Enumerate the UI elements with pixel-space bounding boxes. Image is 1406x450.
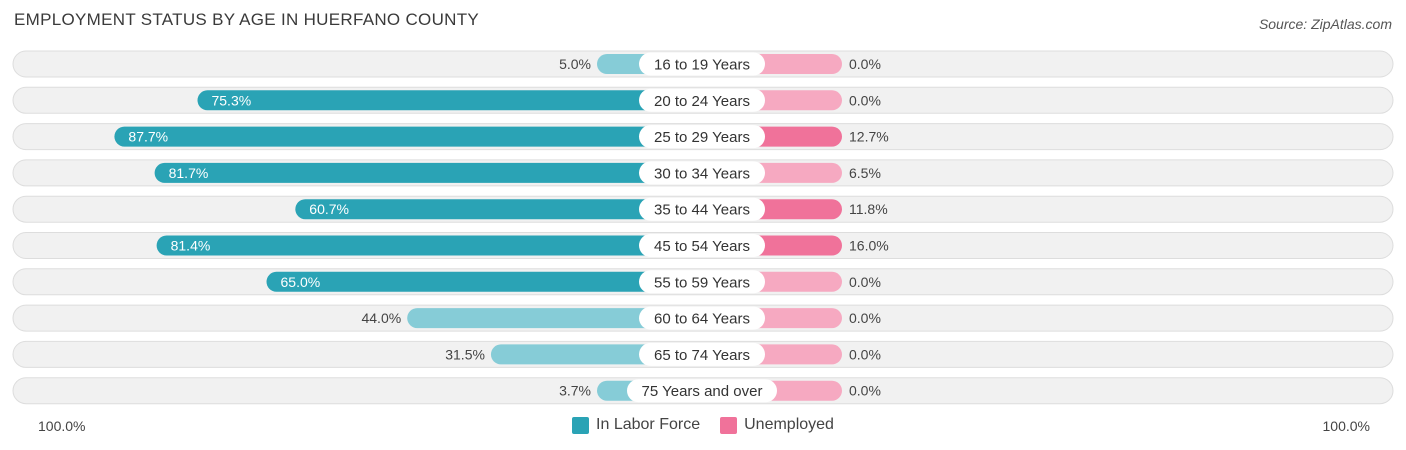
category-label: 25 to 29 Years bbox=[654, 129, 750, 146]
legend-label-labor: In Labor Force bbox=[596, 416, 701, 433]
category-label: 65 to 74 Years bbox=[654, 347, 750, 364]
labor-force-bar bbox=[295, 199, 702, 220]
category-label-bg bbox=[639, 306, 765, 330]
source-label: Source: ZipAtlas.com bbox=[1258, 16, 1392, 32]
labor-value-label: 31.5% bbox=[445, 346, 485, 362]
category-label-bg bbox=[627, 379, 777, 403]
bar-chart: 16 to 19 Years 5.0% 0.0% 20 to 24 Years 75.3… bbox=[12, 50, 1394, 405]
legend-swatch-labor bbox=[572, 416, 590, 434]
category-label: 30 to 34 Years bbox=[654, 165, 750, 182]
category-label: 45 to 54 Years bbox=[654, 238, 750, 255]
unemployed-value-label: 0.0% bbox=[849, 92, 881, 108]
axis-right-label: 100.0% bbox=[1322, 418, 1370, 434]
labor-value-label: 60.7% bbox=[309, 201, 349, 217]
unemployed-value-label: 16.0% bbox=[849, 238, 889, 254]
category-label: 16 to 19 Years bbox=[654, 57, 750, 74]
labor-value-label: 65.0% bbox=[281, 274, 321, 290]
labor-force-bar bbox=[197, 90, 703, 111]
category-label-bg bbox=[639, 161, 765, 185]
labor-value-label: 44.0% bbox=[361, 310, 401, 326]
labor-value-label: 87.7% bbox=[128, 129, 168, 145]
category-label: 60 to 64 Years bbox=[654, 311, 750, 328]
unemployed-value-label: 0.0% bbox=[849, 310, 881, 326]
labor-value-label: 5.0% bbox=[559, 56, 591, 72]
category-label-bg bbox=[639, 342, 765, 366]
legend-item-labor: In Labor Force bbox=[572, 416, 700, 434]
category-label: 55 to 59 Years bbox=[654, 274, 750, 291]
unemployed-value-label: 11.8% bbox=[849, 201, 888, 217]
unemployed-value-label: 0.0% bbox=[849, 274, 881, 290]
category-label-bg bbox=[639, 270, 765, 294]
labor-value-label: 3.7% bbox=[559, 383, 591, 399]
category-label-bg bbox=[639, 52, 765, 76]
category-label-bg bbox=[639, 197, 765, 221]
labor-value-label: 75.3% bbox=[211, 92, 251, 108]
legend-label-unemployed: Unemployed bbox=[744, 416, 834, 433]
category-label-bg bbox=[639, 234, 765, 257]
unemployed-value-label: 0.0% bbox=[849, 383, 881, 399]
legend-swatch-unemployed bbox=[720, 416, 738, 434]
labor-force-bar bbox=[156, 235, 702, 256]
labor-value-label: 81.4% bbox=[171, 238, 211, 254]
labor-force-bar bbox=[154, 162, 703, 183]
unemployed-value-label: 6.5% bbox=[849, 165, 881, 181]
axis-left-label: 100.0% bbox=[38, 418, 86, 434]
labor-force-bar bbox=[114, 126, 702, 147]
labor-force-bar bbox=[407, 308, 702, 329]
chart-title: EMPLOYMENT STATUS BY AGE IN HUERFANO COU… bbox=[14, 10, 480, 29]
unemployed-value-label: 0.0% bbox=[849, 346, 881, 362]
labor-force-bar bbox=[266, 271, 702, 292]
category-label: 20 to 24 Years bbox=[654, 93, 750, 110]
category-label-bg bbox=[639, 125, 765, 149]
unemployed-value-label: 0.0% bbox=[849, 56, 881, 72]
category-label: 75 Years and over bbox=[642, 383, 763, 400]
labor-value-label: 81.7% bbox=[169, 165, 209, 181]
legend-item-unemployed: Unemployed bbox=[720, 416, 834, 434]
category-label-bg bbox=[639, 88, 765, 112]
category-label: 35 to 44 Years bbox=[654, 202, 750, 219]
legend: In Labor Force Unemployed bbox=[0, 416, 1406, 434]
unemployed-value-label: 12.7% bbox=[849, 129, 889, 145]
